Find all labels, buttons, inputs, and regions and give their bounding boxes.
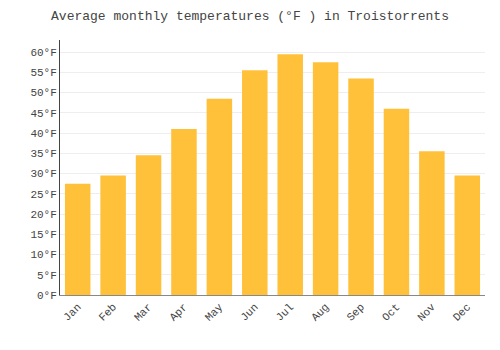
svg-text:45°F: 45°F <box>30 108 56 120</box>
svg-text:Apr: Apr <box>167 301 189 323</box>
svg-text:30°F: 30°F <box>30 168 56 180</box>
svg-text:25°F: 25°F <box>30 189 56 201</box>
svg-text:Feb: Feb <box>97 301 119 323</box>
svg-text:Oct: Oct <box>380 301 402 323</box>
svg-text:20°F: 20°F <box>30 209 56 221</box>
svg-text:60°F: 60°F <box>30 47 56 59</box>
svg-text:5°F: 5°F <box>37 270 57 282</box>
svg-text:40°F: 40°F <box>30 128 56 140</box>
svg-text:Sep: Sep <box>345 301 367 323</box>
svg-text:10°F: 10°F <box>30 249 56 261</box>
svg-text:Mar: Mar <box>132 301 154 323</box>
svg-text:55°F: 55°F <box>30 67 56 79</box>
svg-text:35°F: 35°F <box>30 148 56 160</box>
svg-text:50°F: 50°F <box>30 87 56 99</box>
svg-text:Jun: Jun <box>238 301 260 323</box>
svg-text:May: May <box>203 301 226 324</box>
svg-text:Jan: Jan <box>61 301 83 323</box>
svg-text:Nov: Nov <box>415 301 438 324</box>
svg-text:Jul: Jul <box>274 301 296 323</box>
svg-text:Dec: Dec <box>451 301 473 323</box>
svg-text:Average monthly temperatures (: Average monthly temperatures (°F ) in Tr… <box>51 9 449 24</box>
svg-text:15°F: 15°F <box>30 229 56 241</box>
svg-text:Aug: Aug <box>309 301 331 323</box>
svg-text:0°F: 0°F <box>37 290 57 302</box>
